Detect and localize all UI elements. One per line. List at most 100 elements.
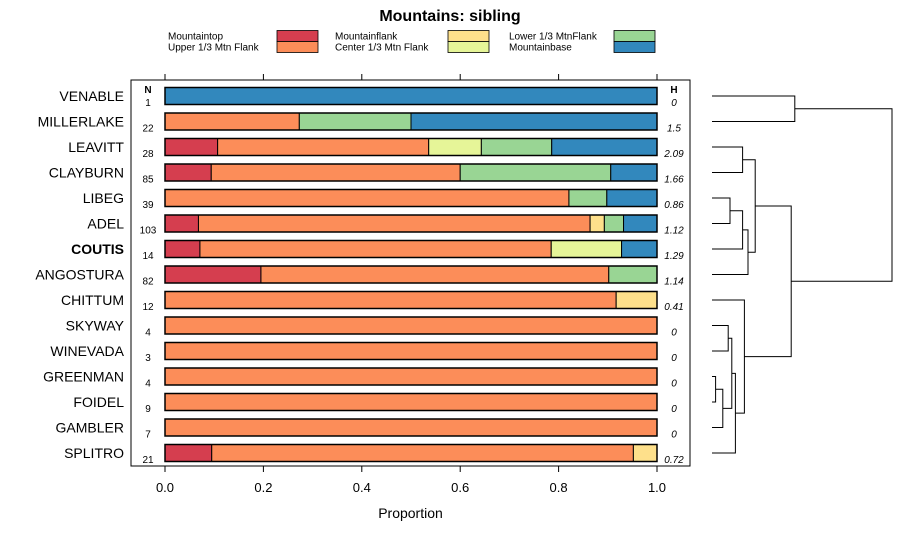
row-count: 21 [142, 455, 154, 466]
x-tick-label: 0.8 [550, 480, 568, 495]
row-label: SKYWAY [66, 318, 125, 334]
dendrogram-link [722, 337, 733, 409]
x-tick-label: 0.2 [254, 480, 272, 495]
row-label: LIBEG [83, 190, 124, 206]
legend-label: Upper 1/3 Mtn Flank [168, 43, 260, 54]
row-label: WINEVADA [50, 343, 124, 359]
row-label: FOIDEL [73, 394, 124, 410]
row-count: 14 [142, 251, 154, 262]
row-label: GAMBLER [56, 420, 124, 436]
bar-outline [164, 443, 658, 463]
row-label: CHITTUM [61, 292, 124, 308]
legend-label: Center 1/3 Mtn Flank [335, 43, 429, 54]
row-label: LEAVITT [68, 139, 124, 155]
bar-segment [610, 163, 658, 182]
legend-label: Lower 1/3 MtnFlank [509, 32, 598, 43]
dendrogram-link [712, 210, 744, 250]
bar-segment [164, 87, 658, 105]
row-label: ANGOSTURA [35, 267, 124, 283]
row-count: 103 [140, 226, 157, 237]
bar-segment [632, 444, 658, 462]
bar-segment [615, 291, 658, 309]
bar-segment [550, 240, 623, 258]
dendrogram-link [712, 197, 731, 224]
bar-outline [164, 214, 658, 233]
legend-swatch [276, 41, 319, 53]
dendrogram-link [712, 388, 724, 428]
row-entropy: 0 [671, 379, 677, 390]
bar-segment [210, 163, 461, 182]
row-entropy: 1.5 [667, 124, 681, 135]
row-entropy: 0 [671, 404, 677, 415]
bar-outline [164, 239, 658, 259]
h-header: H [670, 85, 677, 96]
bar-outline [164, 316, 658, 335]
bar-segment [164, 342, 658, 360]
dendrogram-link [712, 95, 796, 122]
bar-segment [164, 138, 219, 156]
legend-label: Mountainflank [335, 32, 398, 43]
bar-outline [164, 341, 658, 361]
row-count: 9 [145, 404, 151, 415]
row-label: MILLERLAKE [38, 114, 124, 130]
row-entropy: 0.72 [664, 455, 684, 466]
row-entropy: 1.14 [664, 277, 684, 288]
bar-outline [164, 367, 658, 386]
bar-segment [298, 112, 412, 131]
legend-label: Mountainbase [509, 43, 572, 54]
bar-segment [164, 163, 212, 182]
x-tick-label: 1.0 [648, 480, 666, 495]
row-entropy: 1.29 [664, 251, 684, 262]
bar-outline [164, 392, 658, 412]
legend-swatch [447, 41, 490, 53]
n-header: N [144, 85, 151, 96]
bar-outline [164, 290, 658, 310]
bar-segment [410, 112, 658, 131]
bar-segment [603, 214, 625, 233]
bar-segment [164, 393, 658, 411]
bar-segment [608, 265, 658, 284]
bar-segment [568, 189, 608, 207]
dendrogram-link [712, 146, 744, 173]
bar-segment [164, 418, 658, 437]
bar-segment [199, 240, 552, 258]
dendrogram [712, 95, 893, 454]
dendrogram-link [742, 159, 756, 253]
bar-segment [260, 265, 610, 284]
row-entropy: 1.12 [664, 226, 684, 237]
x-tick-label: 0.6 [451, 480, 469, 495]
bar-segment [164, 316, 658, 335]
bar-segment [164, 214, 199, 233]
dendrogram-link [712, 299, 745, 414]
bar-segment [551, 138, 658, 156]
bar-segment [589, 214, 605, 233]
row-entropy: 1.66 [664, 175, 684, 186]
dendrogram-link [712, 376, 717, 403]
legend-swatch [276, 30, 319, 42]
chart-title: Mountains: sibling [379, 8, 520, 25]
row-entropy: 0.41 [664, 302, 683, 313]
row-count: 22 [142, 124, 154, 135]
row-count: 12 [142, 302, 154, 313]
bar-segment [623, 214, 658, 233]
legend-swatch [613, 30, 656, 42]
bar-segment [197, 214, 591, 233]
bar-segment [217, 138, 430, 156]
row-count: 3 [145, 353, 151, 364]
bar-segment [164, 444, 213, 462]
row-entropy: 0 [671, 98, 677, 109]
bar-segment [164, 112, 300, 131]
row-label: SPLITRO [64, 445, 124, 461]
bar-outline [164, 137, 658, 157]
row-entropy: 0.86 [664, 200, 684, 211]
row-count: 28 [142, 149, 154, 160]
row-entropy: 0 [671, 430, 677, 441]
bar-segment [164, 265, 262, 284]
bar-segment [621, 240, 658, 258]
rows: VENABLE 1 0 MILLERLAKE 22 1.5 LEAVITT 28 2.09 CLA… [35, 86, 684, 466]
row-count: 82 [142, 277, 154, 288]
row-entropy: 0 [671, 353, 677, 364]
bar-segment [164, 367, 658, 386]
